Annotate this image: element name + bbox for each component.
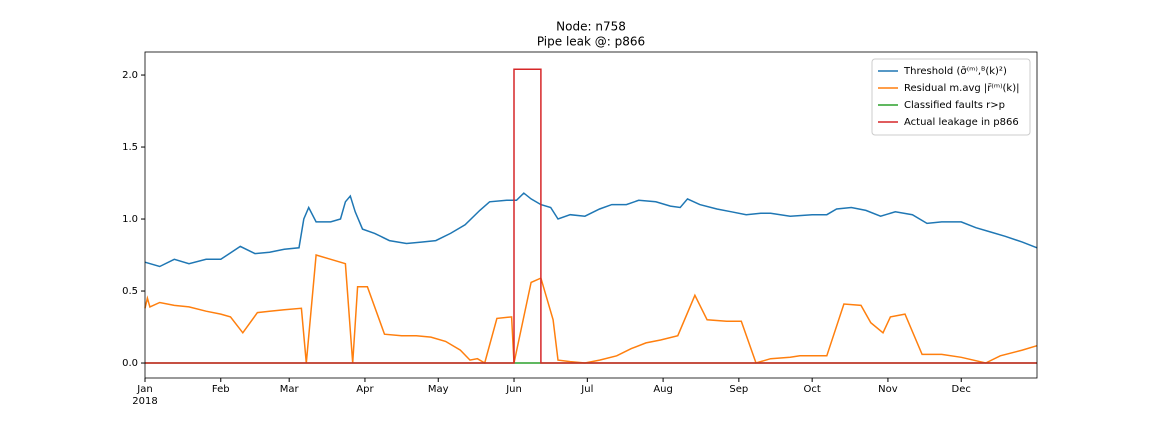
- x-tick-label: Jun: [505, 384, 522, 395]
- x-tick-label: Jul: [580, 384, 593, 395]
- y-tick-label: 0.5: [122, 286, 138, 297]
- legend-label: Residual m.avg |r̄⁽ᵐ⁾(k)|: [904, 83, 1020, 94]
- x-tick-label: May: [428, 384, 449, 395]
- plot-frame: [144, 51, 1038, 379]
- y-tick-label: 1.0: [122, 214, 138, 225]
- y-tick-label: 0.0: [122, 358, 138, 369]
- x-year-label: 2018: [132, 396, 157, 407]
- legend-label: Actual leakage in p866: [904, 117, 1019, 128]
- x-tick-label: Apr: [356, 384, 374, 395]
- chart-subtitle: Pipe leak @: p866: [537, 35, 645, 49]
- series-line: [145, 68, 1037, 364]
- x-tick-label: Dec: [952, 384, 971, 395]
- x-tick-label: Mar: [280, 384, 300, 395]
- series-line: [144, 192, 1038, 268]
- x-tick-label: Nov: [878, 384, 898, 395]
- legend-box: [871, 58, 1031, 136]
- legend-label: Classified faults r>p: [904, 100, 1005, 111]
- x-tick-label: Feb: [212, 384, 230, 395]
- chart-title: Node: n758: [556, 20, 626, 34]
- legend-label: Threshold (σ̄⁽ᵐ⁾,ᴮ(k)²): [903, 66, 1007, 77]
- x-tick-label: Aug: [653, 384, 673, 395]
- x-tick-label: Jan: [136, 384, 152, 395]
- y-tick-label: 2.0: [122, 70, 138, 81]
- x-tick-label: Oct: [804, 384, 821, 395]
- x-tick-label: Sep: [729, 384, 748, 395]
- series-line: [144, 254, 1038, 365]
- y-tick-label: 1.5: [122, 142, 138, 153]
